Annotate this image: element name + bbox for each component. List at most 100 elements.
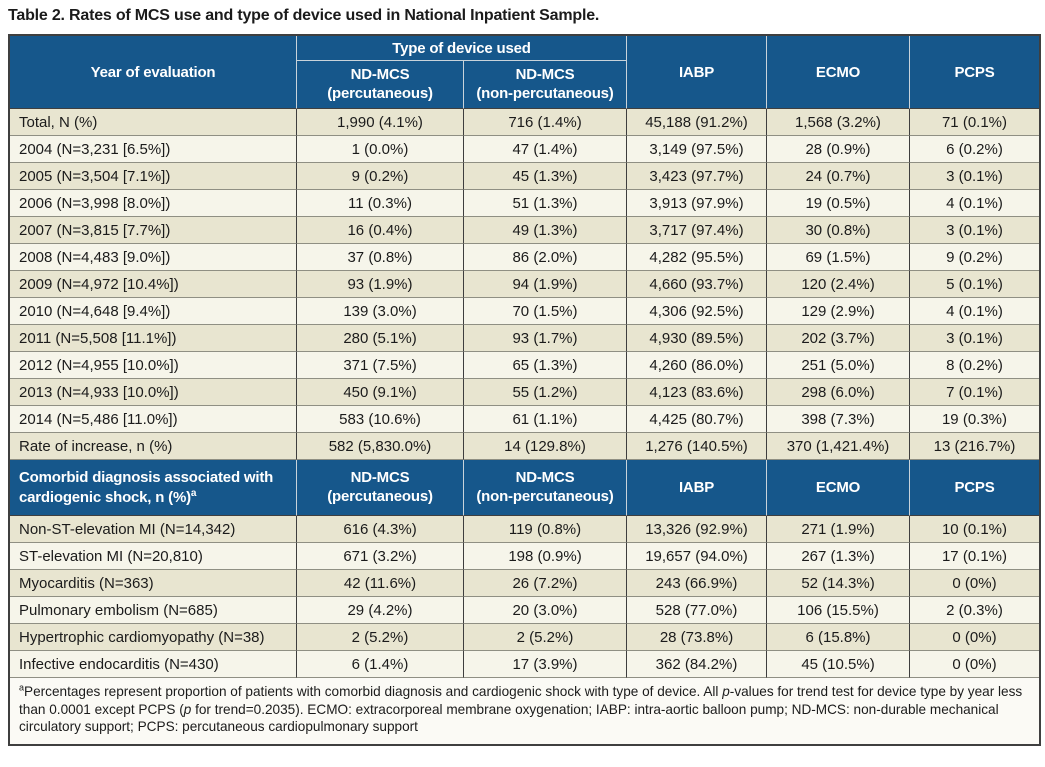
value-cell: 3,149 (97.5%) xyxy=(627,136,767,163)
row-label-cell: Total, N (%) xyxy=(10,109,297,136)
value-cell: 4,660 (93.7%) xyxy=(627,271,767,298)
value-cell: 362 (84.2%) xyxy=(627,651,767,678)
value-cell: 6 (0.2%) xyxy=(910,136,1039,163)
value-cell: 13 (216.7%) xyxy=(910,433,1039,460)
comorbid-header-row: Comorbid diagnosis associated with cardi… xyxy=(10,460,1039,516)
value-cell: 71 (0.1%) xyxy=(910,109,1039,136)
value-cell: 45 (10.5%) xyxy=(767,651,910,678)
value-cell: 42 (11.6%) xyxy=(297,570,464,597)
header-row-subgroup: ND-MCS (percutaneous) ND-MCS (non-percut… xyxy=(10,61,1039,109)
table-row: Hypertrophic cardiomyopathy (N=38) 2 (5.2… xyxy=(10,624,1039,651)
value-cell: 583 (10.6%) xyxy=(297,406,464,433)
value-cell: 17 (3.9%) xyxy=(464,651,627,678)
value-cell: 3,913 (97.9%) xyxy=(627,190,767,217)
value-cell: 3 (0.1%) xyxy=(910,163,1039,190)
value-cell: 4 (0.1%) xyxy=(910,190,1039,217)
value-cell: 271 (1.9%) xyxy=(767,516,910,543)
value-cell: 16 (0.4%) xyxy=(297,217,464,244)
row-label-cell: ST-elevation MI (N=20,810) xyxy=(10,543,297,570)
value-cell: 671 (3.2%) xyxy=(297,543,464,570)
value-cell: 4,282 (95.5%) xyxy=(627,244,767,271)
value-cell: 45 (1.3%) xyxy=(464,163,627,190)
value-cell: 3,423 (97.7%) xyxy=(627,163,767,190)
value-cell: 202 (3.7%) xyxy=(767,325,910,352)
value-cell: 37 (0.8%) xyxy=(297,244,464,271)
header-comorbid-diagnosis: Comorbid diagnosis associated with cardi… xyxy=(10,460,297,516)
value-cell: 4,425 (80.7%) xyxy=(627,406,767,433)
row-label-cell: 2007 (N=3,815 [7.7%]) xyxy=(10,217,297,244)
value-cell: 119 (0.8%) xyxy=(464,516,627,543)
table-row: Rate of increase, n (%) 582 (5,830.0%) 14 … xyxy=(10,433,1039,460)
footnote-text-2: -values for trend test for device type b… xyxy=(19,684,1023,717)
footnote-marker-a: a xyxy=(190,487,197,499)
row-label-cell: Rate of increase, n (%) xyxy=(10,433,297,460)
value-cell: 4,930 (89.5%) xyxy=(627,325,767,352)
value-cell: 3 (0.1%) xyxy=(910,325,1039,352)
table-row: 2004 (N=3,231 [6.5%]) 1 (0.0%) 47 (1.4%) 3,… xyxy=(10,136,1039,163)
header2-pcps: PCPS xyxy=(910,460,1039,516)
value-cell: 19,657 (94.0%) xyxy=(627,543,767,570)
value-cell: 29 (4.2%) xyxy=(297,597,464,624)
yearly-rates-section: Total, N (%) 1,990 (4.1%) 716 (1.4%) 45,188… xyxy=(10,109,1039,460)
value-cell: 4,260 (86.0%) xyxy=(627,352,767,379)
footnote-sup-a: a xyxy=(19,682,25,693)
value-cell: 65 (1.3%) xyxy=(464,352,627,379)
value-cell: 6 (1.4%) xyxy=(297,651,464,678)
value-cell: 4,306 (92.5%) xyxy=(627,298,767,325)
value-cell: 251 (5.0%) xyxy=(767,352,910,379)
footnote-text-3: for trend=0.2035). ECMO: extracorporeal … xyxy=(19,701,999,735)
header2-ndmcs-non-percutaneous: ND-MCS (non-percutaneous) xyxy=(464,460,627,516)
header2-ecmo: ECMO xyxy=(767,460,910,516)
row-label-cell: Infective endocarditis (N=430) xyxy=(10,651,297,678)
value-cell: 243 (66.9%) xyxy=(627,570,767,597)
footnote-italic-p1: p xyxy=(722,684,730,699)
value-cell: 582 (5,830.0%) xyxy=(297,433,464,460)
table-row: 2007 (N=3,815 [7.7%]) 16 (0.4%) 49 (1.3%) 3… xyxy=(10,217,1039,244)
table-row: Myocarditis (N=363) 42 (11.6%) 26 (7.2%) 24… xyxy=(10,570,1039,597)
table-row: ST-elevation MI (N=20,810) 671 (3.2%) 198 … xyxy=(10,543,1039,570)
table-title: Table 2. Rates of MCS use and type of de… xyxy=(8,7,600,24)
value-cell: 45,188 (91.2%) xyxy=(627,109,767,136)
header-pcps: PCPS xyxy=(910,36,1039,109)
value-cell: 26 (7.2%) xyxy=(464,570,627,597)
table-footer: aPercentages represent proportion of pat… xyxy=(10,678,1039,745)
row-label-cell: 2012 (N=4,955 [10.0%]) xyxy=(10,352,297,379)
comorbid-header-label: Comorbid diagnosis associated with cardi… xyxy=(19,469,274,506)
footnote-italic-p2: p xyxy=(183,701,192,717)
table-row: Total, N (%) 1,990 (4.1%) 716 (1.4%) 45,188… xyxy=(10,109,1039,136)
table-row: 2014 (N=5,486 [11.0%]) 583 (10.6%) 61 (1.1… xyxy=(10,406,1039,433)
value-cell: 19 (0.5%) xyxy=(767,190,910,217)
table-row: 2010 (N=4,648 [9.4%]) 139 (3.0%) 70 (1.5%)… xyxy=(10,298,1039,325)
value-cell: 528 (77.0%) xyxy=(627,597,767,624)
table-row: 2006 (N=3,998 [8.0%]) 11 (0.3%) 51 (1.3%) 3… xyxy=(10,190,1039,217)
page: Table 2. Rates of MCS use and type of de… xyxy=(8,7,1041,747)
footnote-text-1: Percentages represent proportion of pati… xyxy=(24,684,723,699)
value-cell: 6 (15.8%) xyxy=(767,624,910,651)
row-label-cell: 2013 (N=4,933 [10.0%]) xyxy=(10,379,297,406)
value-cell: 61 (1.1%) xyxy=(464,406,627,433)
value-cell: 398 (7.3%) xyxy=(767,406,910,433)
header-ndmcs-percutaneous: ND-MCS (percutaneous) xyxy=(297,61,464,109)
value-cell: 93 (1.7%) xyxy=(464,325,627,352)
value-cell: 371 (7.5%) xyxy=(297,352,464,379)
value-cell: 51 (1.3%) xyxy=(464,190,627,217)
table-row: Infective endocarditis (N=430) 6 (1.4%) 17… xyxy=(10,651,1039,678)
header2-iabp: IABP xyxy=(627,460,767,516)
value-cell: 0 (0%) xyxy=(910,624,1039,651)
table-row: 2005 (N=3,504 [7.1%]) 9 (0.2%) 45 (1.3%) 3,… xyxy=(10,163,1039,190)
value-cell: 198 (0.9%) xyxy=(464,543,627,570)
value-cell: 450 (9.1%) xyxy=(297,379,464,406)
comorbid-header-section: Comorbid diagnosis associated with cardi… xyxy=(10,460,1039,516)
value-cell: 19 (0.3%) xyxy=(910,406,1039,433)
table-row: Non-ST-elevation MI (N=14,342) 616 (4.3%)… xyxy=(10,516,1039,543)
row-label-cell: 2010 (N=4,648 [9.4%]) xyxy=(10,298,297,325)
value-cell: 1,276 (140.5%) xyxy=(627,433,767,460)
table-header: Year of evaluation Type of device used I… xyxy=(10,36,1039,109)
value-cell: 106 (15.5%) xyxy=(767,597,910,624)
header-row-group: Year of evaluation Type of device used I… xyxy=(10,36,1039,109)
row-label-cell: 2005 (N=3,504 [7.1%]) xyxy=(10,163,297,190)
value-cell: 2 (5.2%) xyxy=(464,624,627,651)
table-row: 2009 (N=4,972 [10.4%]) 93 (1.9%) 94 (1.9%)… xyxy=(10,271,1039,298)
value-cell: 2 (5.2%) xyxy=(297,624,464,651)
row-label-cell: 2009 (N=4,972 [10.4%]) xyxy=(10,271,297,298)
